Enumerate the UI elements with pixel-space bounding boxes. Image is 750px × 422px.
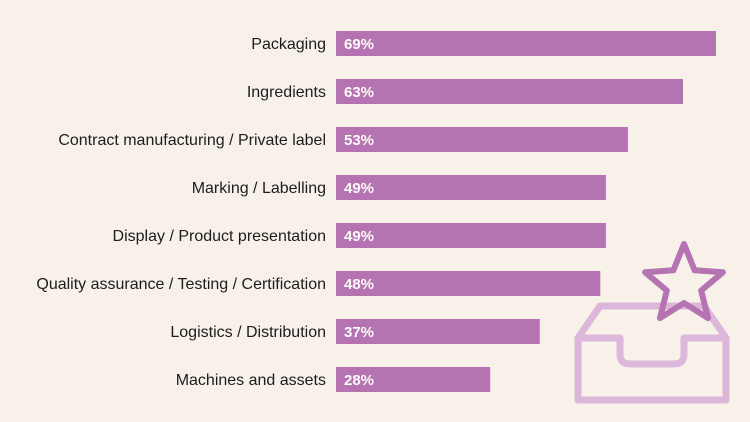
star-icon bbox=[642, 241, 726, 322]
category-label: Machines and assets bbox=[176, 372, 326, 389]
bar bbox=[336, 223, 606, 248]
value-label: 37% bbox=[344, 324, 374, 341]
bar bbox=[336, 271, 601, 296]
category-label: Ingredients bbox=[247, 84, 326, 101]
category-label: Packaging bbox=[251, 36, 326, 53]
value-label: 48% bbox=[344, 276, 374, 293]
inbox-tray-star-icon bbox=[574, 241, 730, 404]
bar bbox=[336, 127, 628, 152]
value-label: 49% bbox=[344, 228, 374, 245]
tray-inner bbox=[578, 334, 726, 368]
category-label: Logistics / Distribution bbox=[170, 324, 326, 341]
tray-outline bbox=[574, 302, 730, 404]
category-label: Quality assurance / Testing / Certificat… bbox=[36, 276, 326, 293]
category-label: Display / Product presentation bbox=[113, 228, 326, 245]
bar bbox=[336, 79, 683, 104]
bar bbox=[336, 31, 716, 56]
category-label: Contract manufacturing / Private label bbox=[58, 132, 326, 149]
value-label: 63% bbox=[344, 84, 374, 101]
value-label: 49% bbox=[344, 180, 374, 197]
bar bbox=[336, 367, 491, 392]
value-label: 53% bbox=[344, 132, 374, 149]
bar bbox=[336, 319, 540, 344]
category-label: Marking / Labelling bbox=[192, 180, 326, 197]
value-label: 69% bbox=[344, 36, 374, 53]
bar bbox=[336, 175, 606, 200]
value-label: 28% bbox=[344, 372, 374, 389]
